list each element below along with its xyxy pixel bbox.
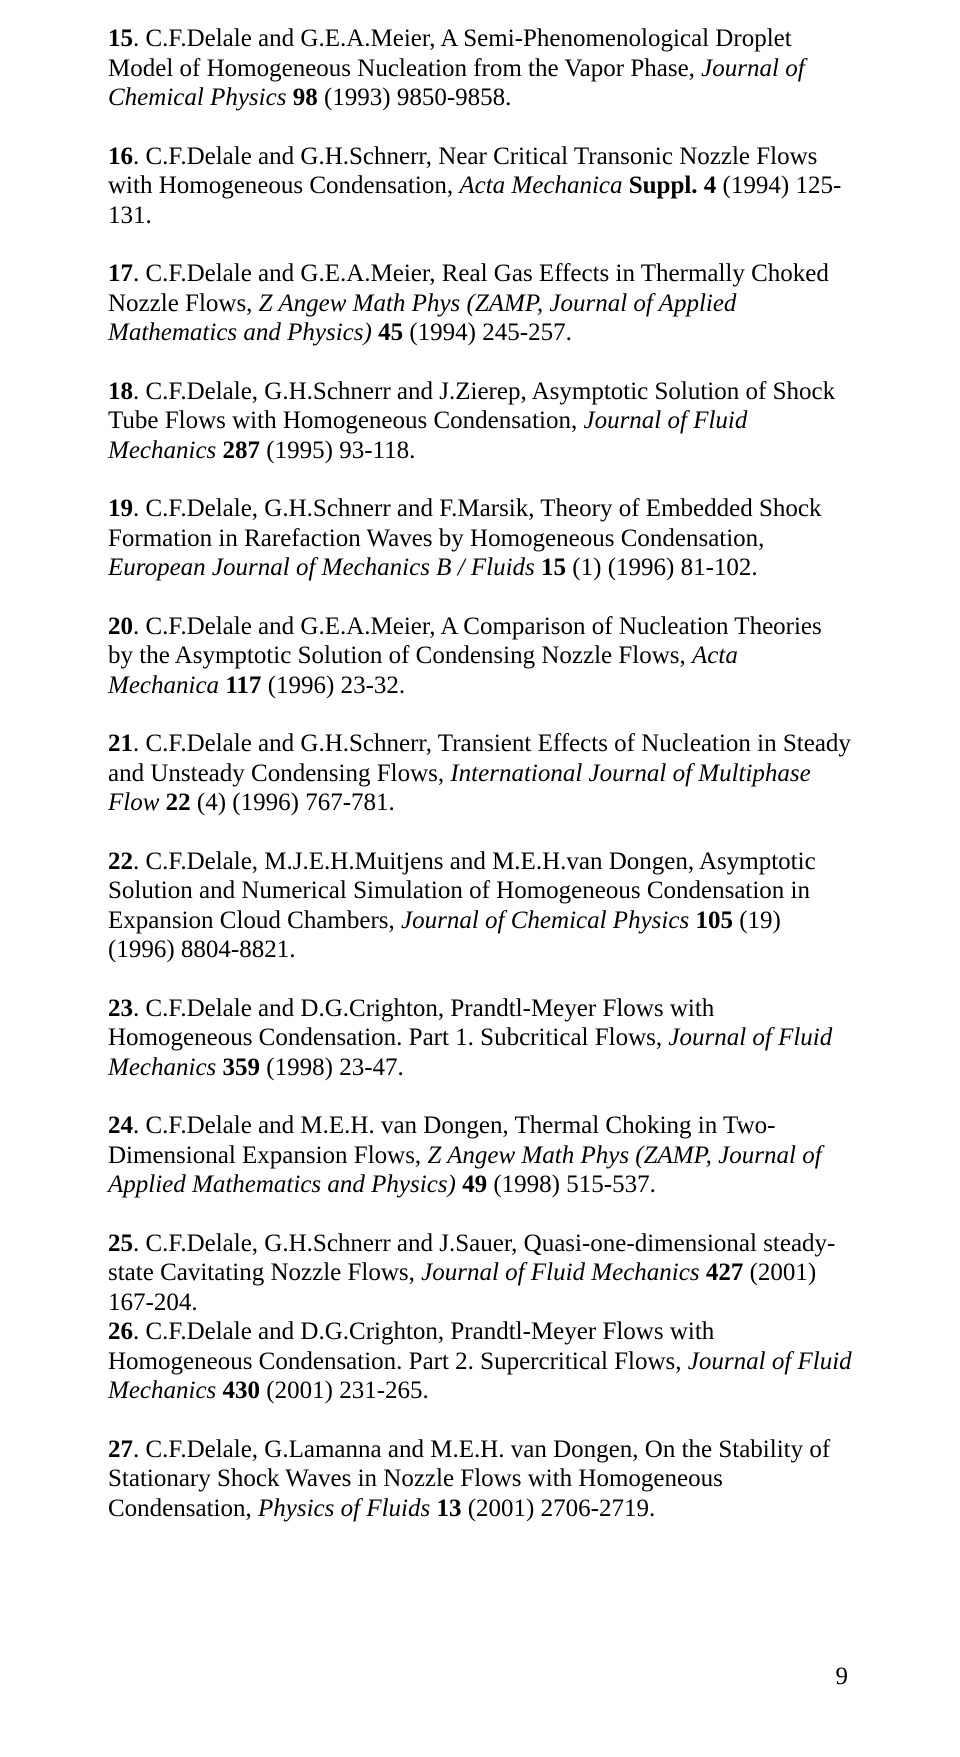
reference-list: 15. C.F.Delale and G.E.A.Meier, A Semi-P… <box>108 24 852 1523</box>
ref-text-pre: . C.F.Delale and D.G.Crighton, Prandtl-M… <box>108 995 714 1052</box>
ref-volume: 105 <box>695 907 733 934</box>
ref-text-post: (1998) 23-47. <box>260 1054 404 1081</box>
ref-text-post: (1) (1996) 81-102. <box>566 554 758 581</box>
ref-volume: 98 <box>293 84 318 111</box>
reference-item: 22. C.F.Delale, M.J.E.H.Muitjens and M.E… <box>108 847 852 965</box>
ref-text-post: (1994) 245-257. <box>403 319 572 346</box>
ref-number: 16 <box>108 143 133 170</box>
reference-item: 27. C.F.Delale, G.Lamanna and M.E.H. van… <box>108 1435 852 1524</box>
ref-number: 22 <box>108 848 133 875</box>
ref-volume: 287 <box>223 437 261 464</box>
reference-item: 20. C.F.Delale and G.E.A.Meier, A Compar… <box>108 612 852 701</box>
ref-volume: 359 <box>223 1054 261 1081</box>
ref-number: 15 <box>108 25 133 52</box>
ref-volume: 430 <box>223 1377 261 1404</box>
ref-number: 26 <box>108 1318 133 1345</box>
ref-number: 24 <box>108 1112 133 1139</box>
ref-text-post: (1995) 93-118. <box>260 437 415 464</box>
page-number: 9 <box>836 1662 849 1692</box>
ref-journal: Journal of Chemical Physics <box>401 907 689 934</box>
ref-journal: Acta Mechanica <box>459 172 622 199</box>
reference-item: 18. C.F.Delale, G.H.Schnerr and J.Zierep… <box>108 377 852 466</box>
ref-text-post: (1998) 515-537. <box>487 1171 656 1198</box>
ref-volume: 15 <box>541 554 566 581</box>
reference-item: 25. C.F.Delale, G.H.Schnerr and J.Sauer,… <box>108 1229 852 1406</box>
ref-volume: 49 <box>462 1171 487 1198</box>
reference-item: 21. C.F.Delale and G.H.Schnerr, Transien… <box>108 729 852 818</box>
ref-text-pre: . C.F.Delale, G.H.Schnerr and F.Marsik, … <box>108 495 821 552</box>
ref-text-post: (1996) 23-32. <box>261 672 405 699</box>
ref-journal: Physics of Fluids <box>258 1495 430 1522</box>
ref-volume: 45 <box>378 319 403 346</box>
ref-journal: European Journal of Mechanics B / Fluids <box>108 554 535 581</box>
ref-number: 19 <box>108 495 133 522</box>
ref-number: 21 <box>108 730 133 757</box>
reference-item: 16. C.F.Delale and G.H.Schnerr, Near Cri… <box>108 142 852 231</box>
ref-text-post: (1993) 9850-9858. <box>318 84 512 111</box>
ref-text-pre: . C.F.Delale and G.E.A.Meier, A Semi-Phe… <box>108 25 792 82</box>
ref-text-post: (2001) 2706-2719. <box>461 1495 655 1522</box>
ref-volume: 427 <box>706 1259 744 1286</box>
reference-item: 23. C.F.Delale and D.G.Crighton, Prandtl… <box>108 994 852 1083</box>
ref-number: 20 <box>108 613 133 640</box>
reference-item: 19. C.F.Delale, G.H.Schnerr and F.Marsik… <box>108 494 852 583</box>
ref-number: 17 <box>108 260 133 287</box>
ref-number: 18 <box>108 378 133 405</box>
ref-journal: Journal of Fluid Mechanics <box>421 1259 699 1286</box>
ref-volume: 117 <box>225 672 261 699</box>
ref-text-post: (2001) 231-265. <box>260 1377 429 1404</box>
ref-number: 23 <box>108 995 133 1022</box>
ref-volume: 22 <box>166 789 191 816</box>
ref-volume: Suppl. 4 <box>629 172 717 199</box>
ref-number: 27 <box>108 1436 133 1463</box>
ref-text-post: (4) (1996) 767-781. <box>191 789 395 816</box>
reference-item: 24. C.F.Delale and M.E.H. van Dongen, Th… <box>108 1111 852 1200</box>
ref-number: 25 <box>108 1230 133 1257</box>
ref-volume: 13 <box>436 1495 461 1522</box>
ref-text-pre: . C.F.Delale and D.G.Crighton, Prandtl-M… <box>108 1318 714 1375</box>
reference-item: 15. C.F.Delale and G.E.A.Meier, A Semi-P… <box>108 24 852 113</box>
reference-item: 17. C.F.Delale and G.E.A.Meier, Real Gas… <box>108 259 852 348</box>
